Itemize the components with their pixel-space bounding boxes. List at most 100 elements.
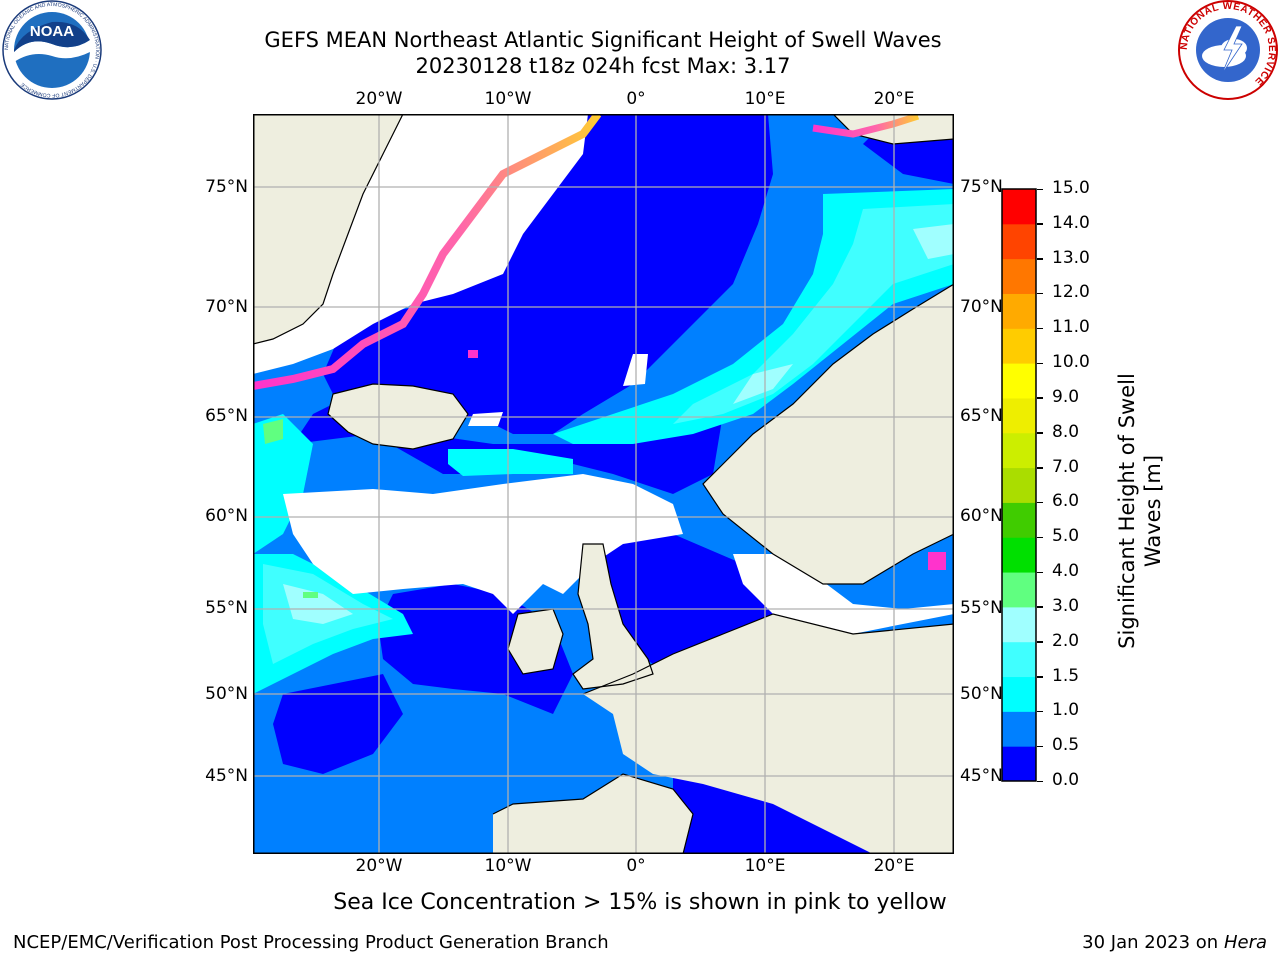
ocean-band-3.0-4.0 — [263, 419, 283, 444]
land-scandinavia — [703, 284, 954, 584]
lat-label-right: 45°N — [960, 766, 1003, 786]
chart-subtitle: 20230128 t18z 024h fcst Max: 3.17 — [415, 54, 791, 78]
colorbar-tick-label: 7.0 — [1052, 456, 1080, 477]
lat-label-left: 60°N — [205, 506, 248, 526]
land-finland-baltic — [893, 394, 954, 534]
map-frame — [253, 114, 954, 854]
no-data-region — [733, 554, 954, 634]
colorbar-tick-mark — [1037, 710, 1043, 713]
lat-label-left: 50°N — [205, 684, 248, 704]
sea-ice-patch — [468, 350, 478, 358]
lon-label-bottom: 20°W — [355, 856, 403, 876]
graticule — [253, 114, 954, 854]
colorbar-swatch — [1002, 397, 1036, 434]
ocean-band-1.5-2.0 — [673, 204, 954, 424]
lat-label-left: 55°N — [205, 598, 248, 618]
ocean-band-3.0-4.0 — [303, 592, 318, 598]
chart-title: GEFS MEAN Northeast Atlantic Significant… — [264, 28, 942, 52]
noaa-logo-text: NOAA — [30, 23, 74, 40]
ocean-band-0-0.5 — [273, 674, 403, 774]
colorbar-tick-mark — [1037, 536, 1043, 539]
colorbar-tick-label: 8.0 — [1052, 421, 1080, 442]
sea-ice-edge — [253, 114, 602, 390]
colorbar-swatch — [1002, 537, 1036, 573]
colorbar-tick-mark — [1037, 362, 1043, 365]
colorbar-tick-mark — [1037, 327, 1043, 330]
land-ireland — [508, 609, 563, 674]
colorbar-tick-label: 10.0 — [1052, 352, 1090, 373]
colorbar-swatch — [1002, 189, 1036, 225]
colorbar-tick-label: 4.0 — [1052, 561, 1080, 582]
lat-label-right: 50°N — [960, 684, 1003, 704]
colorbar-tick-mark — [1037, 676, 1043, 678]
no-data-region — [468, 412, 503, 426]
colorbar-swatch — [1002, 502, 1036, 538]
colorbar-tick-label: 11.0 — [1052, 317, 1090, 338]
lon-label-top: 0° — [626, 89, 646, 109]
ocean-band-2.0-3.0 — [913, 224, 954, 259]
colorbar-tick-label: 14.0 — [1052, 212, 1090, 233]
colorbar-swatch — [1002, 606, 1036, 643]
lon-label-bottom: 0° — [626, 856, 646, 876]
colorbar-tick-label: 12.0 — [1052, 282, 1090, 303]
colorbar — [1001, 188, 1037, 782]
lat-label-left: 75°N — [205, 177, 248, 197]
lon-label-top: 20°W — [355, 89, 403, 109]
colorbar-tick-mark — [1037, 432, 1043, 434]
lat-label-right: 75°N — [960, 177, 1003, 197]
colorbar-tick-label: 1.0 — [1052, 700, 1080, 721]
lon-label-top: 10°E — [744, 89, 786, 109]
lat-label-right: 65°N — [960, 406, 1003, 426]
colorbar-tick-label: 3.0 — [1052, 595, 1080, 616]
colorbar-tick-label: 9.0 — [1052, 386, 1080, 407]
sea-ice-note: Sea Ice Concentration > 15% is shown in … — [333, 890, 947, 915]
land-iberia — [493, 774, 693, 854]
lat-label-left: 70°N — [205, 297, 248, 317]
nws-logo: NATIONAL WEATHER SERVICE — [1178, 0, 1278, 100]
lon-label-bottom: 10°E — [744, 856, 786, 876]
colorbar-swatch — [1002, 223, 1036, 260]
lat-label-left: 45°N — [205, 766, 248, 786]
colorbar-tick-mark — [1037, 780, 1043, 782]
colorbar-tick-mark — [1037, 606, 1043, 608]
colorbar-tick-label: 1.5 — [1052, 665, 1080, 686]
lon-label-top: 10°W — [484, 89, 532, 109]
no-data-region — [283, 474, 683, 614]
colorbar-tick-mark — [1037, 745, 1043, 748]
lon-label-top: 20°E — [873, 89, 915, 109]
colorbar-tick-label: 0.5 — [1052, 735, 1080, 756]
land-europe — [583, 614, 954, 854]
sea-ice-patch — [928, 552, 946, 570]
colorbar-frame — [1001, 188, 1037, 782]
colorbar-tick-mark — [1037, 258, 1043, 260]
colorbar-tick-label: 13.0 — [1052, 247, 1090, 268]
swell-height-map — [253, 114, 954, 854]
colorbar-tick-mark — [1037, 397, 1043, 399]
ocean-band-2.0-3.0 — [733, 364, 793, 404]
ocean-band-2.0-3.0 — [283, 584, 353, 624]
colorbar-tick-mark — [1037, 188, 1043, 190]
lat-label-left: 65°N — [205, 406, 248, 426]
colorbar-swatch — [1002, 572, 1036, 608]
noaa-logo: NOAA NATIONAL OCEANIC AND ATMOSPHERIC AD… — [2, 0, 102, 100]
colorbar-swatch — [1002, 328, 1036, 364]
colorbar-tick-label: 15.0 — [1052, 178, 1090, 198]
colorbar-tick-label: 0.0 — [1052, 770, 1080, 790]
colorbar-swatch — [1002, 258, 1036, 294]
colorbar-tick-label: 5.0 — [1052, 526, 1080, 547]
colorbar-swatch — [1002, 746, 1036, 782]
colorbar-swatch — [1002, 641, 1036, 678]
colorbar-swatch — [1002, 432, 1036, 469]
colorbar-label: Significant Height of Swell Waves [m] — [1115, 373, 1165, 649]
lon-label-bottom: 20°E — [873, 856, 915, 876]
colorbar-tick-mark — [1037, 223, 1043, 225]
ocean-band-1.0-1.5 — [448, 449, 573, 476]
colorbar-tick-mark — [1037, 501, 1043, 504]
colorbar-swatch — [1002, 711, 1036, 747]
footer-date: 30 Jan 2023 on Hera — [1082, 932, 1267, 953]
colorbar-swatch — [1002, 467, 1036, 503]
ocean-band-1.0-1.5 — [253, 414, 313, 554]
lat-label-right: 55°N — [960, 598, 1003, 618]
land-greenland — [253, 114, 403, 344]
footer-credit: NCEP/EMC/Verification Post Processing Pr… — [13, 932, 609, 953]
